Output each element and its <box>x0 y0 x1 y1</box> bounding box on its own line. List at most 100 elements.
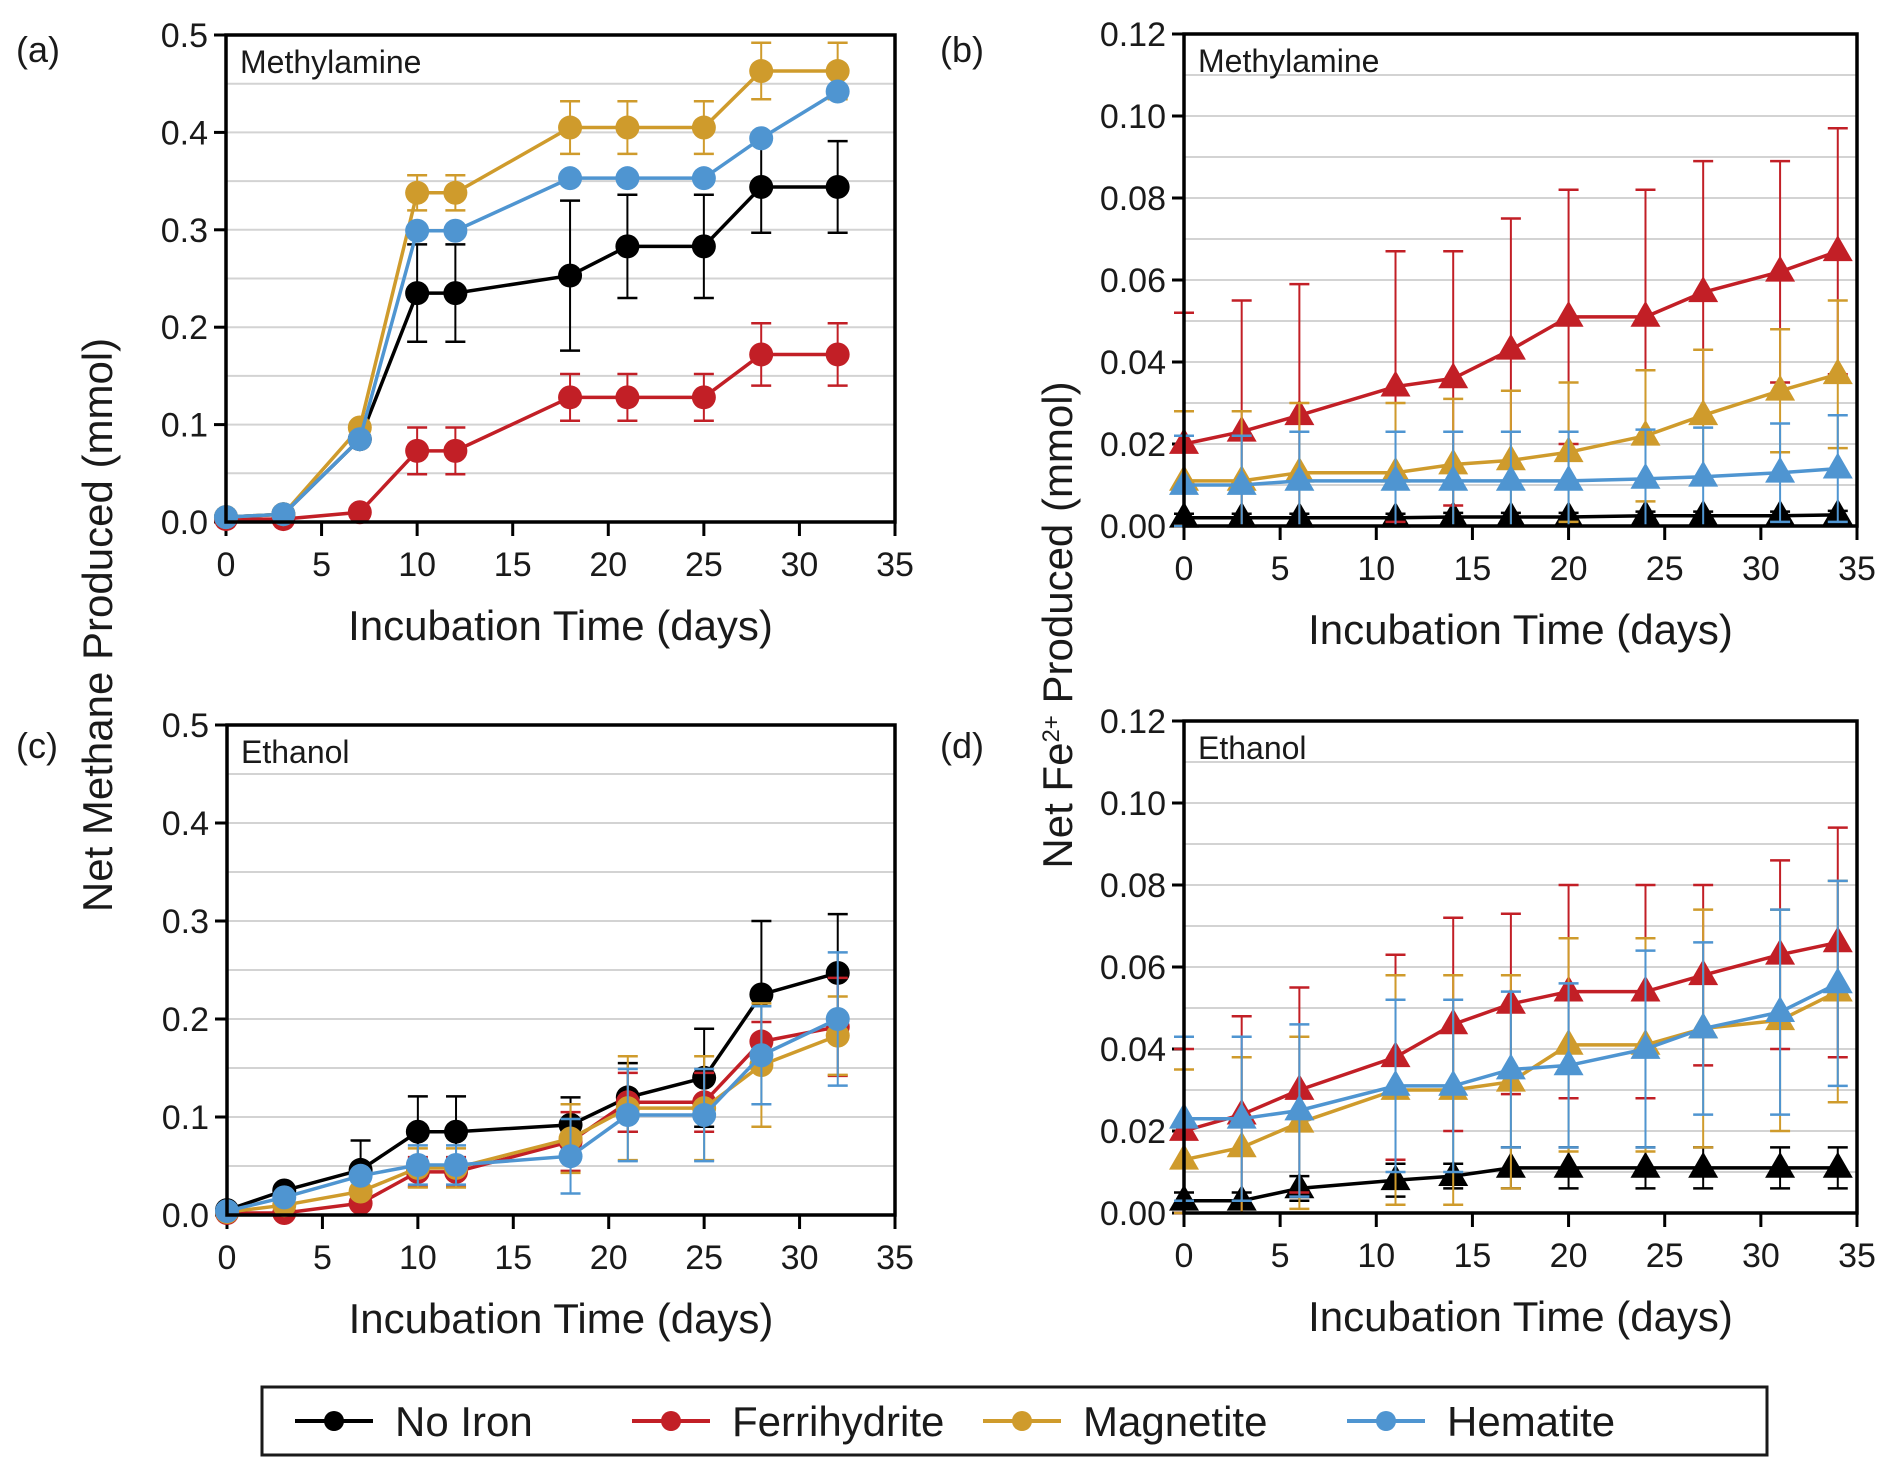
data-point <box>825 342 850 367</box>
data-point <box>615 1103 640 1128</box>
data-point <box>692 1103 717 1128</box>
data-point <box>1688 399 1719 426</box>
series-line <box>225 89 839 519</box>
data-point <box>558 115 583 140</box>
data-point <box>691 385 716 410</box>
data-point <box>405 438 430 463</box>
x-tick-label: 0 <box>218 1239 237 1277</box>
x-tick-label: 25 <box>1646 1237 1684 1275</box>
data-point <box>443 180 468 205</box>
y-axis-title-right-prefix: Net Fe <box>1034 743 1081 869</box>
y-tick-label: 0.4 <box>161 114 208 152</box>
data-point <box>1495 333 1526 360</box>
series-hematite <box>214 79 850 530</box>
data-point <box>1765 995 1796 1022</box>
data-point <box>1688 1151 1719 1178</box>
y-tick-label: 0.02 <box>1100 1113 1166 1151</box>
data-point <box>615 234 640 259</box>
data-point <box>1438 362 1469 389</box>
data-point <box>1822 452 1853 479</box>
legend-label: Magnetite <box>1083 1398 1267 1445</box>
x-tick-label: 30 <box>781 1239 819 1277</box>
y-tick-label: 0.06 <box>1100 949 1166 987</box>
x-tick-label: 35 <box>876 546 914 584</box>
x-tick-label: 30 <box>1742 1237 1780 1275</box>
panel-d: (d) Ethanol 0.00 0.02 0.04 0.06 0.08 0.10 0.12 0 5… <box>940 703 1876 1340</box>
plot-frame <box>1182 719 1859 1215</box>
data-point <box>749 342 774 367</box>
data-point <box>1688 276 1719 303</box>
x-axis-title: Incubation Time (days) <box>349 1295 774 1342</box>
panel-label: (d) <box>940 725 984 766</box>
panel-b: (b) Methylamine 0.00 0.02 0.04 0.06 0.08 0.10 0.… <box>940 16 1876 653</box>
data-point <box>347 500 372 525</box>
data-point <box>691 234 716 259</box>
data-point <box>1380 370 1411 397</box>
y-tick-label: 0.0 <box>161 504 208 542</box>
series-ferrihydrite <box>215 976 850 1226</box>
data-point <box>272 1185 297 1210</box>
legend-item-magnetite: Magnetite <box>983 1398 1267 1445</box>
series-line <box>225 69 838 519</box>
data-point <box>348 1163 373 1188</box>
data-point <box>1822 358 1853 385</box>
x-tick-label: 5 <box>1271 550 1290 588</box>
data-point <box>405 180 430 205</box>
data-point <box>347 427 372 452</box>
x-axis-title: Incubation Time (days) <box>1308 1293 1733 1340</box>
x-tick-label: 20 <box>1550 550 1588 588</box>
data-point <box>444 1153 469 1178</box>
data-point <box>1822 967 1853 994</box>
series-line <box>225 185 838 519</box>
y-axis-title-right-sup: 2+ <box>1038 715 1065 742</box>
data-point <box>405 1119 430 1144</box>
x-tick-label: 25 <box>685 1239 723 1277</box>
x-tick-label: 0 <box>1175 550 1194 588</box>
y-tick-label: 0.1 <box>162 1099 209 1137</box>
x-tick-label: 5 <box>313 1239 332 1277</box>
panel-title: Ethanol <box>241 734 350 770</box>
series-line <box>226 971 839 1212</box>
data-point <box>1380 1069 1411 1096</box>
y-tick-label: 0.0 <box>162 1197 209 1235</box>
data-point <box>1553 1151 1584 1178</box>
panel-label: (c) <box>16 725 58 766</box>
series-line <box>227 1025 839 1215</box>
series-line <box>226 352 838 521</box>
panel-a: (a) Methylamine 0.0 0.1 0.2 0.3 0.4 0.5 0 5 10 15 20… <box>16 17 914 649</box>
y-tick-label: 0.06 <box>1100 262 1166 300</box>
data-point <box>1630 1151 1661 1178</box>
y-tick-label: 0.1 <box>161 407 208 445</box>
panel-label: (b) <box>940 29 984 70</box>
series-no-iron <box>214 139 850 530</box>
x-tick-label: 10 <box>398 546 436 584</box>
data-point <box>405 281 430 306</box>
data-point <box>443 438 468 463</box>
x-tick-label: 35 <box>1838 550 1876 588</box>
y-tick-label: 0.04 <box>1100 344 1166 382</box>
panel-c: (c) Ethanol 0.0 0.1 0.2 0.3 0.4 0.5 0 5 10 15 20 25 30… <box>16 707 914 1342</box>
y-tick-label: 0.08 <box>1100 867 1166 905</box>
x-axis-title: Incubation Time (days) <box>1308 606 1733 653</box>
plot-frame <box>1182 32 1859 528</box>
y-tick-label: 0.2 <box>161 309 208 347</box>
legend: No Iron Ferrihydrite Magnetite Hematite <box>260 1385 1769 1457</box>
x-tick-label: 15 <box>494 546 532 584</box>
y-tick-label: 0.10 <box>1100 785 1166 823</box>
x-tick-label: 20 <box>1550 1237 1588 1275</box>
data-point <box>1553 1049 1584 1076</box>
data-point <box>1822 235 1853 262</box>
data-point <box>1630 462 1661 489</box>
legend-item-ferrihydrite: Ferrihydrite <box>632 1398 944 1445</box>
data-point <box>1630 1032 1661 1059</box>
data-point <box>691 115 716 140</box>
data-point <box>1438 464 1469 491</box>
panel-title: Ethanol <box>1198 730 1307 766</box>
x-tick-label: 25 <box>1646 550 1684 588</box>
x-tick-label: 25 <box>685 546 723 584</box>
data-point <box>749 174 774 199</box>
data-point <box>558 166 583 191</box>
series-line <box>226 1034 839 1214</box>
x-tick-label: 15 <box>1454 1237 1492 1275</box>
data-point <box>825 59 850 84</box>
